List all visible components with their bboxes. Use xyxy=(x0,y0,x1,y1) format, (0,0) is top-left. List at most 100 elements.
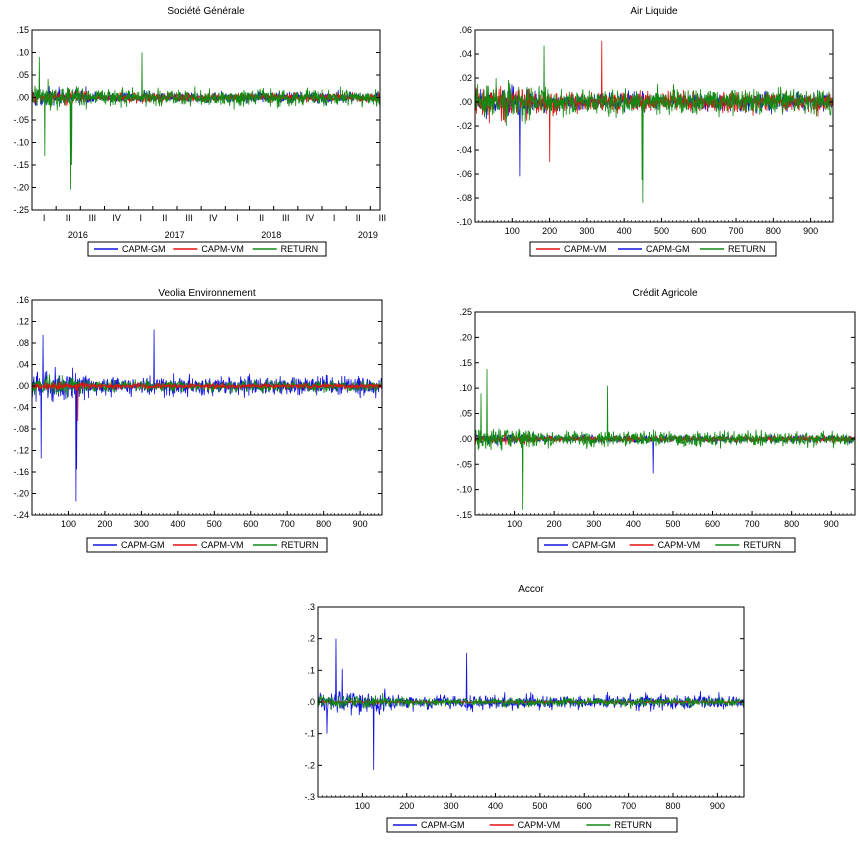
x-tick-label: 200 xyxy=(97,519,112,529)
x-tick-label: 600 xyxy=(577,801,592,811)
y-tick-label: .10 xyxy=(16,48,29,58)
series-line-capm-vm xyxy=(31,381,383,421)
chart-title: Air Liquide xyxy=(630,6,678,17)
x-tick-label: 400 xyxy=(488,801,503,811)
x-quarter-label: I xyxy=(139,213,142,223)
x-tick-label: 700 xyxy=(729,226,744,236)
legend-label: CAPM-VM xyxy=(658,540,701,550)
y-tick-label: -.15 xyxy=(13,160,29,170)
series-line-return xyxy=(474,45,834,203)
x-quarter-label: III xyxy=(89,213,97,223)
y-tick-label: .1 xyxy=(307,665,315,675)
chart-title: Société Générale xyxy=(167,6,245,17)
legend-label: CAPM-GM xyxy=(646,244,690,254)
legend-label: CAPM-GM xyxy=(421,820,465,830)
legend-box xyxy=(87,241,327,257)
y-tick-label: -.08 xyxy=(13,424,29,434)
y-tick-label: -.15 xyxy=(456,510,472,520)
series-line-return xyxy=(474,368,856,510)
x-tick-label: 100 xyxy=(355,801,370,811)
y-tick-label: .00 xyxy=(16,93,29,103)
y-tick-label: -.08 xyxy=(456,193,472,203)
chart-panel-2: Veolia Environnement .16 .12 .08 .04 .00 -.04 -… xyxy=(13,288,383,553)
x-year-label: 2017 xyxy=(165,230,185,240)
y-tick-label: .20 xyxy=(459,332,472,342)
y-tick-label: .04 xyxy=(459,49,472,59)
x-tick-label: 500 xyxy=(665,519,680,529)
y-tick-label: .05 xyxy=(459,409,472,419)
legend-label: CAPM-VM xyxy=(564,244,607,254)
x-tick-label: 500 xyxy=(532,801,547,811)
y-tick-label: .08 xyxy=(16,338,29,348)
x-year-label: 2016 xyxy=(68,230,88,240)
x-tick-label: 600 xyxy=(691,226,706,236)
y-tick-label: -.04 xyxy=(13,403,29,413)
y-tick-label: .2 xyxy=(307,634,315,644)
x-year-label: 2018 xyxy=(261,230,281,240)
x-quarter-label: IV xyxy=(306,213,315,223)
y-tick-label: -.16 xyxy=(13,467,29,477)
series-line-capm-gm xyxy=(31,329,383,502)
y-tick-label: .15 xyxy=(16,25,29,35)
y-tick-label: .12 xyxy=(16,317,29,327)
x-tick-label: 800 xyxy=(665,801,680,811)
legend-box xyxy=(537,537,796,553)
y-tick-label: .00 xyxy=(459,97,472,107)
legend-box xyxy=(529,241,777,257)
y-tick-label: -.05 xyxy=(456,459,472,469)
legend-label: RETURN xyxy=(728,244,766,254)
x-tick-label: 300 xyxy=(444,801,459,811)
x-tick-label: 100 xyxy=(507,519,522,529)
y-tick-label: .04 xyxy=(16,360,29,370)
x-tick-label: 200 xyxy=(399,801,414,811)
y-tick-label: -.05 xyxy=(13,115,29,125)
x-tick-label: 300 xyxy=(579,226,594,236)
plot-frame xyxy=(474,29,834,223)
x-tick-label: 900 xyxy=(803,226,818,236)
x-tick-label: 800 xyxy=(784,519,799,529)
x-tick-label: 600 xyxy=(705,519,720,529)
x-quarter-label: I xyxy=(236,213,239,223)
y-tick-label: .16 xyxy=(16,295,29,305)
x-quarter-label: IV xyxy=(112,213,121,223)
chart-title: Veolia Environnement xyxy=(158,288,256,299)
x-quarter-label: II xyxy=(162,213,167,223)
legend-label: CAPM-GM xyxy=(122,244,166,254)
y-tick-label: .05 xyxy=(16,70,29,80)
y-tick-label: -.20 xyxy=(13,489,29,499)
x-tick-label: 900 xyxy=(824,519,839,529)
y-tick-label: .00 xyxy=(16,381,29,391)
y-tick-label: -.25 xyxy=(13,205,29,215)
x-tick-label: 500 xyxy=(654,226,669,236)
y-tick-label: -.2 xyxy=(304,760,315,770)
x-tick-label: 200 xyxy=(542,226,557,236)
x-tick-label: 500 xyxy=(207,519,222,529)
y-tick-label: .25 xyxy=(459,307,472,317)
x-tick-label: 400 xyxy=(617,226,632,236)
y-tick-label: -.04 xyxy=(456,145,472,155)
x-quarter-label: III xyxy=(379,213,387,223)
plot-frame xyxy=(31,29,381,211)
x-tick-label: 700 xyxy=(745,519,760,529)
x-tick-label: 400 xyxy=(170,519,185,529)
legend-label: RETURN xyxy=(281,244,319,254)
x-tick-label: 200 xyxy=(547,519,562,529)
x-quarter-label: II xyxy=(66,213,71,223)
legend-label: RETURN xyxy=(281,540,319,550)
series-line-return xyxy=(317,692,745,710)
x-tick-label: 100 xyxy=(505,226,520,236)
y-tick-label: -.20 xyxy=(13,183,29,193)
x-quarter-label: III xyxy=(282,213,290,223)
y-tick-label: -.3 xyxy=(304,792,315,802)
x-tick-label: 900 xyxy=(710,801,725,811)
y-tick-label: .00 xyxy=(459,434,472,444)
y-tick-label: .3 xyxy=(307,602,315,612)
series-line-return xyxy=(31,52,381,190)
legend-label: CAPM-VM xyxy=(201,540,244,550)
legend-label: CAPM-VM xyxy=(201,244,244,254)
x-tick-label: 800 xyxy=(316,519,331,529)
chart-panel-0: Société Générale .15 .10 .05 .00 -.05 -.10 -.15… xyxy=(13,6,387,257)
x-quarter-label: IV xyxy=(209,213,218,223)
legend-label: CAPM-GM xyxy=(121,540,165,550)
